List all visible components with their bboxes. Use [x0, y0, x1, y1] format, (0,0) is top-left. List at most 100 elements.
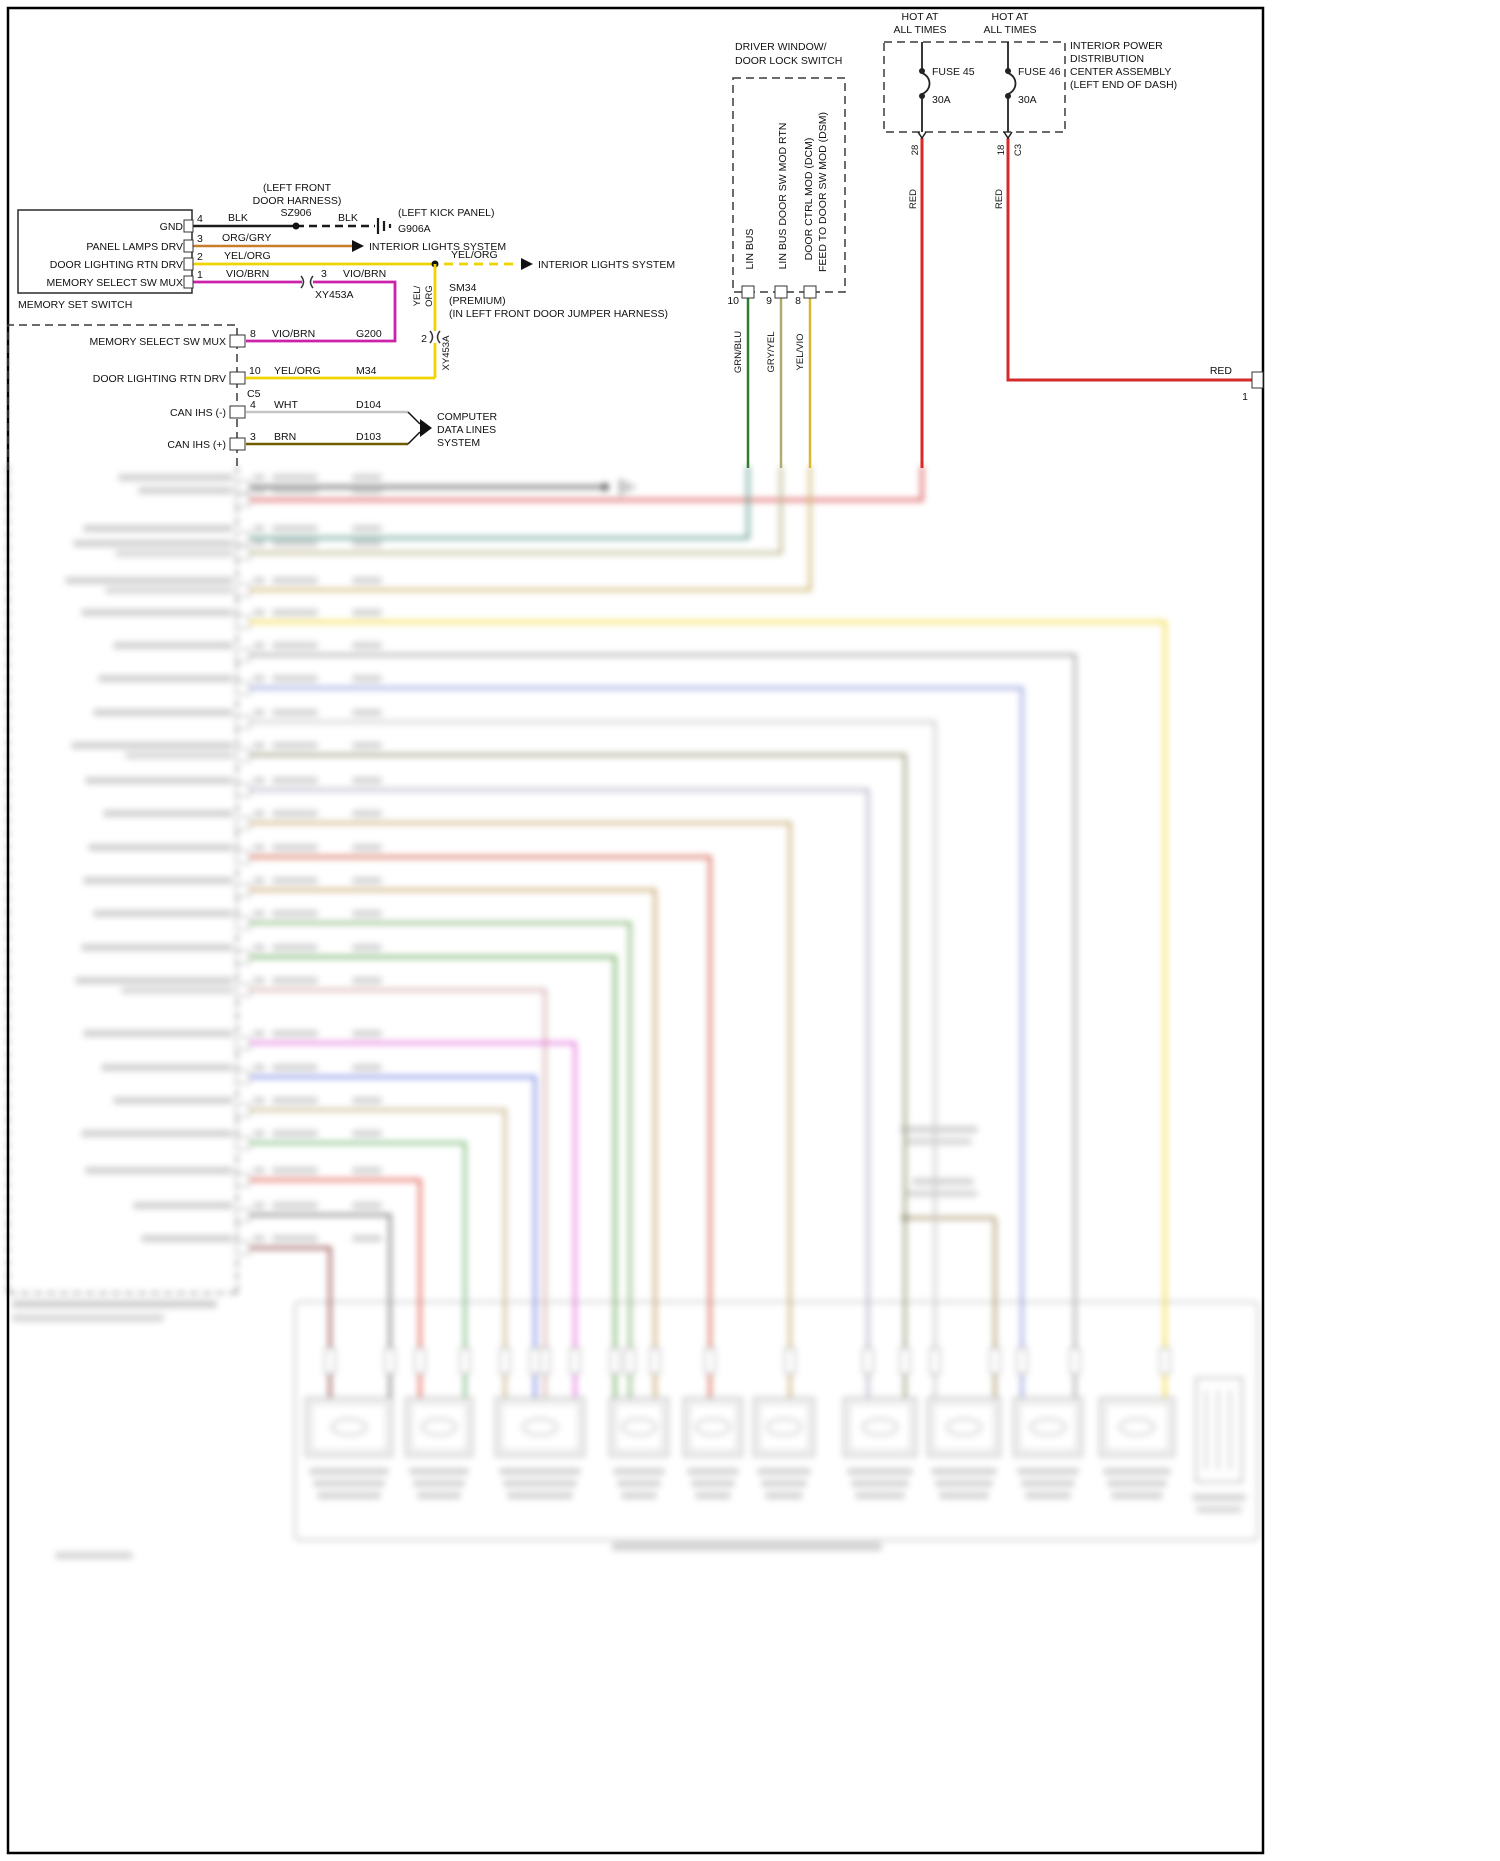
blur-wire-color-label [272, 1167, 318, 1174]
blur-connector-label [313, 1480, 385, 1487]
blur-connector-inner [614, 1402, 664, 1452]
blur-connector-label [931, 1468, 997, 1475]
blur-connector-face [946, 1418, 982, 1436]
blur-wire [250, 955, 617, 1398]
blur-connector-box [495, 1397, 585, 1457]
blur-wire [250, 1178, 422, 1398]
blur-connector-code [352, 642, 382, 649]
blur-pin-label [115, 550, 233, 557]
blur-wire [250, 466, 924, 502]
blur-wire [250, 753, 907, 1398]
wire-color-label: VIO/BRN [226, 268, 269, 280]
pin-label: GND [160, 221, 184, 233]
connector-code: C5 [247, 388, 261, 400]
blur-connector-label [317, 1492, 381, 1499]
blur-connector-face [695, 1418, 731, 1436]
wire-color-label: WHT [274, 399, 298, 411]
blur-wire [250, 466, 812, 592]
blur-pin-number [253, 944, 265, 951]
blur-wire-color-label [272, 742, 318, 749]
blur-wire [250, 921, 632, 1398]
blur-connector-label [613, 1468, 665, 1475]
system-destination: INTERIOR LIGHTS SYSTEM [369, 241, 506, 253]
switch-dashed-box [732, 77, 846, 293]
blur-connector-code [352, 675, 382, 682]
blur-connector-code [352, 577, 382, 584]
blur-pin-number [253, 609, 265, 616]
blur-pin-label [71, 742, 233, 749]
blur-wire-color-label [272, 1030, 318, 1037]
system-destination: DATA LINES [437, 424, 496, 436]
fuse46-symbol [1007, 42, 1017, 132]
blur-wire-color-label [272, 675, 318, 682]
blur-connector-code [352, 1235, 382, 1242]
blur-connector-inner [932, 1402, 996, 1452]
blur-connector-label [417, 1492, 461, 1499]
blur-pin-number [253, 1030, 265, 1037]
blur-connector-code [352, 877, 382, 884]
memory-set-switch-box [17, 209, 193, 294]
blur-connector-inner [1018, 1402, 1078, 1452]
fuse46-terminal [1005, 68, 1011, 74]
connector-pin: 3 [321, 268, 327, 280]
wire-color-label: GRY/YEL [766, 331, 777, 372]
pin-label: CAN IHS (-) [170, 407, 226, 419]
blur-connector-code [352, 777, 382, 784]
blur-pin-label [105, 587, 233, 594]
blur-connector-label [1025, 1492, 1071, 1499]
blur-connector-code [352, 944, 382, 951]
blur-connector-label [1107, 1480, 1167, 1487]
blur-connector-box [305, 1397, 393, 1457]
blur-inline-connector [529, 1347, 541, 1375]
blur-wire-color-label [272, 487, 318, 494]
blur-connector-label [413, 1480, 465, 1487]
signal-label: LIN BUS [744, 229, 756, 270]
blur-connector-label [409, 1468, 469, 1475]
blur-wire-color-label [272, 525, 318, 532]
pin-number: 2 [197, 251, 203, 263]
blur-pin-label [88, 844, 233, 851]
blur-connector-inner [410, 1402, 468, 1452]
blur-wire [250, 788, 870, 1398]
blur-wire [250, 686, 1024, 1398]
blur-connector-inner [1104, 1402, 1170, 1452]
memory-set-switch-title: MEMORY SET SWITCH [18, 299, 132, 311]
blur-wire-color-label [272, 642, 318, 649]
splice-code: SM34 [449, 282, 477, 294]
blur-connector-inner [500, 1402, 580, 1452]
switch-title: DOOR LOCK SWITCH [735, 55, 842, 67]
blur-wire-color-label [272, 877, 318, 884]
inline-connector-xy453a-icon [429, 330, 441, 344]
blur-connector-label [765, 1492, 803, 1499]
pin-notch [1251, 371, 1264, 389]
blur-wire [250, 466, 750, 540]
blur-connector-label [1017, 1468, 1079, 1475]
pin-label: MEMORY SELECT SW MUX [46, 277, 183, 289]
blur-right-connector-box [1195, 1377, 1243, 1483]
fuse-amp: 30A [932, 94, 951, 106]
blur-note [912, 1178, 974, 1185]
blurred-static [7, 466, 1259, 1559]
blur-connector-inner [758, 1402, 810, 1452]
blur-connector-code [352, 910, 382, 917]
blur-pin-number [253, 1235, 265, 1242]
feedthrough-notch-icon [917, 131, 1013, 140]
blur-pin-label [65, 577, 233, 584]
blur-connector-code [352, 1030, 382, 1037]
blur-note [900, 1126, 978, 1133]
blur-module-label [12, 1314, 164, 1322]
blur-pin-number [253, 877, 265, 884]
pin-number: 10 [727, 295, 739, 307]
blur-pin-label [85, 1167, 233, 1174]
pin-label: DOOR LIGHTING RTN DRV [50, 259, 183, 271]
signal-label: FEED TO DOOR SW MOD (DSM) [817, 112, 829, 272]
blur-inline-connector [704, 1347, 716, 1375]
blur-pin-number [253, 777, 265, 784]
blur-connector-label [855, 1492, 905, 1499]
blur-connector-code [352, 977, 382, 984]
blur-pin-number [253, 977, 265, 984]
blur-connector-face [1030, 1418, 1066, 1436]
blur-pin-number [253, 675, 265, 682]
blur-connector-face [766, 1418, 802, 1436]
blur-connector-inner [848, 1402, 912, 1452]
